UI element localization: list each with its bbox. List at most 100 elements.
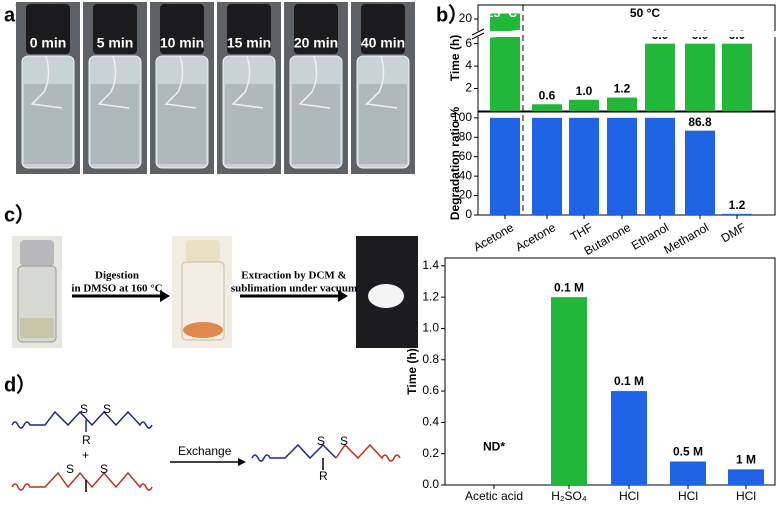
y-tick-label: 2 [465, 81, 472, 95]
y-tick-label: 80 [459, 129, 473, 143]
film [298, 55, 331, 109]
bar [532, 117, 562, 215]
step-text: Digestion [95, 270, 139, 282]
value-label: 86.8 [688, 115, 712, 129]
film [365, 55, 398, 109]
y-tick-label: 1.2 [422, 289, 439, 303]
x-tick-label: HCl [736, 489, 756, 503]
panel-label: b） [436, 3, 468, 26]
bar [569, 99, 599, 111]
x-tick-label: H₂SO₄ [551, 489, 587, 503]
x-tick-label: HCl [678, 489, 698, 503]
step-text: Extraction by DCM & [241, 270, 346, 282]
bar [551, 297, 587, 485]
time-label: 40 min [361, 35, 405, 51]
atom: S [100, 462, 108, 476]
atom: S [340, 434, 348, 448]
y-tick-label: 6 [465, 36, 472, 50]
time-label: 5 min [97, 35, 134, 51]
y-tick-label: 20 [459, 11, 473, 25]
time-label: 10 min [160, 35, 204, 51]
value-label: 1.2 [729, 198, 746, 212]
value-label: 0.6 [539, 88, 556, 102]
atom: S [103, 402, 111, 416]
film [164, 55, 197, 109]
atom: R [82, 433, 91, 447]
liquid [359, 84, 407, 164]
y-tick-label: 0.2 [422, 446, 439, 460]
panel-label: d） [4, 373, 36, 396]
plus: + [82, 448, 89, 462]
bar [685, 43, 715, 111]
atom: R [319, 469, 328, 483]
atom: S [66, 462, 74, 476]
bar [645, 117, 675, 215]
bar [722, 43, 752, 111]
plot-frame [444, 257, 776, 486]
y-axis-label: Degradation ratio % [448, 107, 462, 221]
y-tick-label: 0 [465, 207, 472, 221]
y-tick-label: 1.0 [422, 321, 439, 335]
liquid [292, 84, 340, 164]
time-label: 0 min [30, 35, 67, 51]
y-tick-label: 20 [459, 188, 473, 202]
y-tick-label: 60 [459, 149, 473, 163]
film [30, 55, 63, 109]
y-tick-label: 0.4 [422, 415, 439, 429]
film [231, 55, 264, 109]
liquid [24, 84, 72, 164]
x-tick-label: DMF [719, 220, 749, 245]
bar [670, 461, 706, 485]
y-tick-label: 0.8 [422, 352, 439, 366]
bar-label: 0.5 M [673, 445, 703, 459]
break-mark [471, 32, 485, 40]
y-axis-label: Time (h) [405, 348, 419, 394]
photo-strip: 0 min 5 min 10 min 15 min 20 min 40 min [16, 2, 415, 174]
bar [490, 117, 520, 215]
y-tick-label: 0.0 [422, 477, 439, 491]
y-tick-label: 0.6 [422, 383, 439, 397]
arrow-label: Exchange [178, 444, 232, 458]
vial-cap [294, 4, 338, 54]
bar [645, 43, 675, 111]
x-tick-label: Acetone [513, 220, 558, 254]
value-label: 1.2 [614, 82, 631, 96]
atom: S [317, 434, 325, 448]
y-tick-label: 40 [459, 168, 473, 182]
bar [607, 97, 637, 111]
bar-label: 0.1 M [554, 280, 584, 294]
bar-label: ND* [483, 440, 505, 454]
liquid [158, 84, 206, 164]
y-tick-label: 4 [465, 58, 472, 72]
y-tick-label: 100 [452, 110, 472, 124]
break-mark [471, 28, 485, 36]
x-tick-label: HCl [619, 489, 639, 503]
process-photos [12, 236, 418, 348]
vial-cap [227, 4, 271, 54]
bar [722, 213, 752, 215]
axis-break [472, 31, 778, 37]
y-axis-label: Time (h) [448, 35, 462, 81]
vial-cap [26, 4, 70, 54]
x-tick-label: Methanol [661, 220, 711, 257]
bar [685, 130, 715, 215]
x-tick-label: Acetone [471, 220, 516, 254]
y-tick-label: 1.4 [422, 258, 439, 272]
bar-label: 0.1 M [614, 374, 644, 388]
vial-cap [160, 4, 204, 54]
bar [611, 391, 647, 485]
scheme [11, 410, 401, 492]
bar [728, 469, 764, 485]
bar [532, 104, 562, 111]
time-label: 15 min [227, 35, 271, 51]
temperature: 50 °C [630, 6, 660, 20]
liquid [225, 84, 273, 164]
temperature: 25 °C [487, 6, 517, 20]
bar [607, 117, 637, 215]
x-tick-label: Acetic acid [465, 489, 523, 503]
liquid [91, 84, 139, 164]
bar-label: 1 M [736, 453, 756, 467]
step-text: sublimation under vacuum [231, 283, 357, 295]
step-text: in DMSO at 160 °C [71, 283, 162, 295]
